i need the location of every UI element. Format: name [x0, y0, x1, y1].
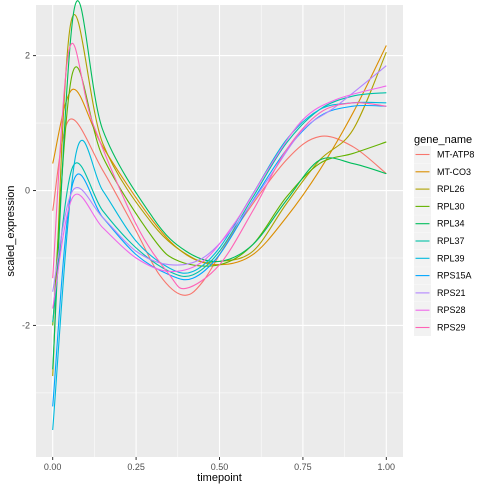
x-axis-title: timepoint	[197, 472, 242, 484]
x-tick-label: 1.00	[378, 462, 396, 472]
legend-label: MT-ATP8	[437, 150, 474, 160]
legend-items: MT-ATP8 MT-CO3 RPL26 RPL30 RPL34 RPL37 RPL39 RP…	[414, 146, 474, 336]
legend-label: RPL26	[437, 184, 465, 194]
legend-label: MT-CO3	[437, 167, 471, 177]
series-line-rpl30	[52, 66, 387, 326]
legend: gene_name MT-ATP8 MT-CO3 RPL26 RPL30 RPL34 RP…	[414, 134, 474, 336]
y-axis-title: scaled_expression	[5, 185, 17, 276]
series-line-rps29	[52, 42, 387, 290]
y-tick-label: 2	[25, 51, 30, 61]
x-tick-label: 0.00	[44, 462, 62, 472]
legend-title: gene_name	[414, 134, 472, 146]
x-tick-label: 0.50	[211, 462, 229, 472]
x-axis-ticks: 0.00 0.25 0.50 0.75 1.00	[44, 457, 395, 472]
series-line-rpl26	[52, 14, 387, 377]
x-tick-label: 0.75	[294, 462, 312, 472]
series-line-rps28	[52, 85, 387, 309]
legend-label: RPS15A	[437, 271, 472, 281]
legend-label: RPS28	[437, 305, 466, 315]
series-line-rpl39	[52, 101, 387, 431]
y-tick-label: 0	[25, 186, 30, 196]
legend-label: RPS21	[437, 288, 466, 298]
y-tick-label: -2	[22, 320, 30, 330]
y-axis-ticks: -2 0 2	[22, 51, 36, 330]
series-line-rps21	[52, 65, 387, 292]
series-line-rps15a	[52, 104, 387, 407]
series-line-rpl34	[52, 0, 387, 370]
legend-label: RPS29	[437, 323, 466, 333]
legend-label: RPL30	[437, 201, 465, 211]
legend-label: RPL39	[437, 253, 465, 263]
x-tick-label: 0.25	[127, 462, 145, 472]
legend-label: RPL34	[437, 219, 465, 229]
series-line-mt-atp8	[52, 118, 387, 296]
major-gridlines	[36, 5, 403, 457]
series-lines	[52, 0, 387, 431]
legend-label: RPL37	[437, 236, 465, 246]
